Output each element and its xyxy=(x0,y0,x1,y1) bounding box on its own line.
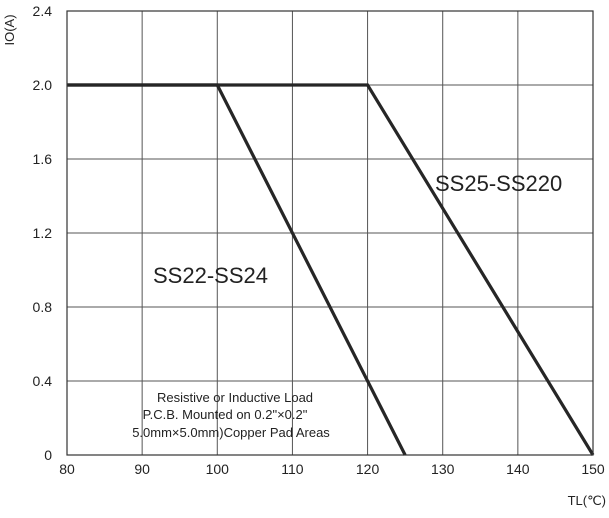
x-tick-label: 140 xyxy=(506,461,530,477)
series-lines xyxy=(67,83,595,456)
series-line-2 xyxy=(67,83,595,456)
series-label-ss22-ss24: SS22-SS24 xyxy=(153,263,268,288)
y-tick-label: 1.2 xyxy=(33,225,53,241)
y-axis-label: IO(A) xyxy=(2,14,17,45)
x-tick-label: 80 xyxy=(59,461,75,477)
y-tick-label: 2.4 xyxy=(33,3,53,19)
x-tick-label: 110 xyxy=(281,461,304,477)
y-tick-label: 2.0 xyxy=(33,77,53,93)
x-tick-label: 100 xyxy=(206,461,230,477)
annotation-line-3: 5.0mm×5.0mm)Copper Pad Areas xyxy=(132,425,330,440)
x-tick-label: 90 xyxy=(134,461,150,477)
x-tick-label: 120 xyxy=(356,461,380,477)
annotation-line-1: Resistive or Inductive Load xyxy=(157,390,313,405)
plot-border xyxy=(66,10,594,456)
x-tick-label: 150 xyxy=(581,461,605,477)
x-axis-label: TL(℃) xyxy=(568,493,606,508)
plot-frame xyxy=(66,10,594,456)
x-tick-label: 130 xyxy=(431,461,455,477)
grid xyxy=(67,11,593,455)
y-tick-label: 1.6 xyxy=(33,151,53,167)
y-tick-label: 0.8 xyxy=(33,299,53,315)
y-tick-label: 0 xyxy=(44,447,52,463)
annotation-line-2: P.C.B. Mounted on 0.2"×0.2" xyxy=(143,407,308,422)
tick-labels: 80 90 100 110 120 130 140 150 0 0.4 0.8 1.2 1.6 2.0 2.… xyxy=(33,3,605,477)
series-label-ss25-ss220: SS25-SS220 xyxy=(435,171,562,196)
y-tick-label: 0.4 xyxy=(33,373,53,389)
